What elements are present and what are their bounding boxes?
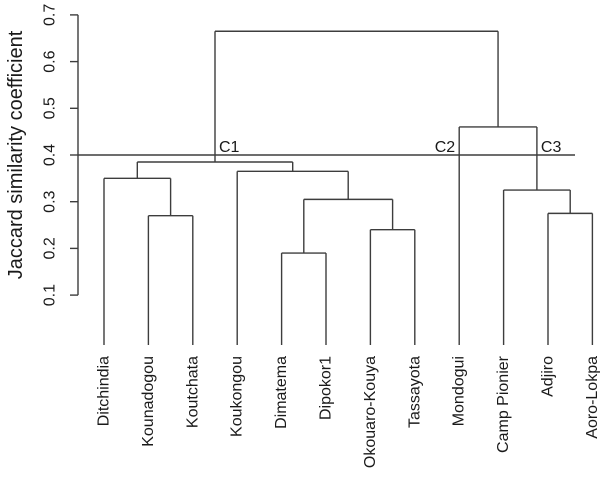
cluster-label: C3 <box>541 139 562 156</box>
leaf-label: Okouaro-Kouya <box>362 356 379 468</box>
leaf-label: Kounadogou <box>140 356 157 447</box>
y-tick-label: 0.6 <box>42 50 59 72</box>
leaf-label: Dimatema <box>273 356 290 429</box>
y-tick-label: 0.3 <box>42 190 59 212</box>
leaf-label: Camp Pionier <box>495 355 512 453</box>
cluster-label: C1 <box>219 139 240 156</box>
leaf-label: Mondogui <box>451 356 468 426</box>
leaf-label: Adjiro <box>540 356 557 397</box>
leaf-labels: Ditchindia Kounadogou Koutchata Koukongou Di… <box>96 355 600 468</box>
y-axis-title: Jaccard similarity coefficient <box>5 30 27 279</box>
y-tick-label: 0.5 <box>42 97 59 119</box>
leaf-label: Koukongou <box>229 356 246 437</box>
leaf-label: Tassayota <box>406 356 423 428</box>
leaf-label: Aoro-Lokpa <box>584 356 600 439</box>
leaf-label: Koutchata <box>184 356 201 428</box>
leaf-label: Ditchindia <box>96 356 113 426</box>
y-tick-label: 0.7 <box>42 4 59 26</box>
y-tick-label: 0.2 <box>42 237 59 259</box>
dendrogram-tree: C1 C2 C3 <box>78 30 594 345</box>
y-tick-label: 0.1 <box>42 284 59 306</box>
y-axis: 0.1 0.2 0.3 0.4 0.5 0.6 0.7 Jaccard similarity … <box>5 4 79 306</box>
cluster-label: C2 <box>435 139 456 156</box>
y-tick-label: 0.4 <box>42 144 59 166</box>
leaf-label: Dipokor1 <box>318 356 335 420</box>
